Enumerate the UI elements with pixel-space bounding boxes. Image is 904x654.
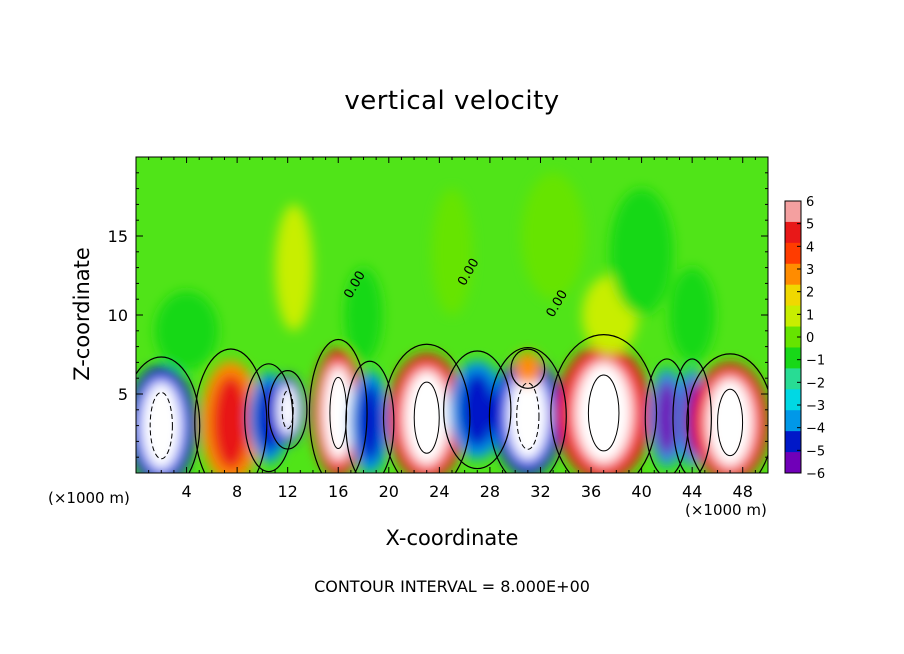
velocity-cell bbox=[575, 362, 632, 464]
colorbar-tick-label: 3 bbox=[806, 263, 814, 278]
velocity-cell bbox=[459, 371, 495, 448]
velocity-cell bbox=[507, 371, 549, 461]
colorbar: 6 5 4 3 2 1 0 −1 −2 −3 −4 −5 −6 bbox=[784, 195, 825, 482]
x-tick-label: 40 bbox=[631, 482, 651, 501]
colorbar-swatch bbox=[785, 368, 801, 390]
colorbar-swatch bbox=[785, 242, 801, 265]
colorbar-tick-label: −3 bbox=[806, 399, 825, 414]
x-tick-label: 8 bbox=[232, 482, 242, 501]
colorbar-tick-label: 4 bbox=[806, 240, 814, 255]
colorbar-tick-label: −4 bbox=[806, 422, 825, 437]
inner-contour bbox=[281, 390, 294, 430]
zero-contour bbox=[345, 360, 395, 473]
velocity-cell bbox=[669, 267, 715, 363]
chart-title: vertical velocity bbox=[344, 86, 560, 116]
x-unit-label-right: (×1000 m) bbox=[685, 501, 767, 519]
velocity-cell bbox=[431, 188, 473, 315]
zero-contour bbox=[136, 356, 201, 473]
zero-contour bbox=[382, 343, 471, 473]
zero-contour bbox=[308, 338, 368, 473]
z-tick-label: 10 bbox=[108, 306, 128, 325]
velocity-cell bbox=[344, 267, 383, 363]
colorbar-swatch bbox=[785, 305, 801, 328]
velocity-cell bbox=[610, 188, 674, 315]
inner-contour bbox=[587, 374, 620, 452]
velocity-cell bbox=[655, 379, 679, 456]
colorbar-swatch bbox=[785, 452, 801, 474]
colorbar-tick-label: 0 bbox=[806, 331, 814, 346]
velocity-cell bbox=[521, 172, 585, 300]
z-tick-label: 15 bbox=[108, 227, 128, 246]
zero-contour bbox=[443, 350, 512, 470]
velocity-cell bbox=[141, 381, 182, 470]
colorbar-tick-label: −5 bbox=[806, 444, 825, 459]
zero-contour bbox=[244, 363, 294, 473]
x-tick-label: 32 bbox=[530, 482, 550, 501]
colorbar-tick-label: −6 bbox=[806, 467, 825, 482]
colorbar-swatch bbox=[785, 201, 801, 223]
colorbar-swatch bbox=[785, 284, 801, 307]
velocity-cell bbox=[277, 384, 298, 436]
colorbar-swatch bbox=[785, 221, 801, 244]
inner-contour bbox=[413, 381, 440, 454]
x-tick-label: 20 bbox=[379, 482, 399, 501]
inner-contour bbox=[717, 388, 744, 457]
inner-contour bbox=[149, 391, 173, 460]
colorbar-tick-label: 1 bbox=[806, 308, 814, 323]
x-axis-label: X-coordinate bbox=[385, 526, 519, 550]
colorbar-swatch bbox=[785, 263, 801, 286]
plot-area: 0.00 0.000.00 bbox=[135, 156, 769, 474]
velocity-cell bbox=[154, 291, 219, 371]
zero-contour bbox=[510, 348, 546, 389]
z-tick-label: 5 bbox=[118, 385, 128, 404]
x-tick-label: 16 bbox=[328, 482, 348, 501]
zero-contour bbox=[686, 353, 768, 473]
colorbar-tick-label: 6 bbox=[806, 195, 814, 210]
x-tick-label: 36 bbox=[581, 482, 601, 501]
colorbar-tick-label: 5 bbox=[806, 218, 814, 233]
x-unit-label-left: (×1000 m) bbox=[48, 489, 130, 507]
velocity-cell bbox=[211, 375, 250, 470]
velocity-cell bbox=[275, 204, 313, 331]
colorbar-swatch bbox=[785, 389, 801, 411]
zero-contour bbox=[644, 358, 690, 473]
zero-contour bbox=[672, 358, 712, 473]
colorbar-tick-label: 2 bbox=[806, 286, 814, 301]
colorbar-tick-label: −1 bbox=[806, 354, 825, 369]
x-tick-label: 28 bbox=[480, 482, 500, 501]
velocity-cell bbox=[518, 356, 537, 382]
colorbar-tick-label: −2 bbox=[806, 376, 825, 391]
colorbar-swatch bbox=[785, 431, 801, 453]
colorbar-swatch bbox=[785, 326, 801, 348]
zero-contour bbox=[488, 346, 567, 473]
colorbar-swatch bbox=[785, 410, 801, 432]
zero-contour bbox=[194, 348, 268, 473]
velocity-cell bbox=[323, 365, 354, 461]
contour-interval-note: CONTOUR INTERVAL = 8.000E+00 bbox=[314, 577, 590, 596]
inner-contour bbox=[516, 382, 540, 450]
velocity-cell bbox=[403, 370, 450, 466]
zero-contour bbox=[550, 334, 658, 473]
x-tick-label: 12 bbox=[278, 482, 298, 501]
colorbar-swatch bbox=[785, 347, 801, 369]
x-tick-label: 44 bbox=[682, 482, 702, 501]
zero-contour bbox=[267, 370, 308, 450]
velocity-cell bbox=[707, 378, 753, 467]
x-tick-label: 48 bbox=[733, 482, 753, 501]
x-tick-label: 4 bbox=[181, 482, 191, 501]
x-tick-label: 24 bbox=[429, 482, 449, 501]
velocity-cell bbox=[357, 382, 383, 462]
